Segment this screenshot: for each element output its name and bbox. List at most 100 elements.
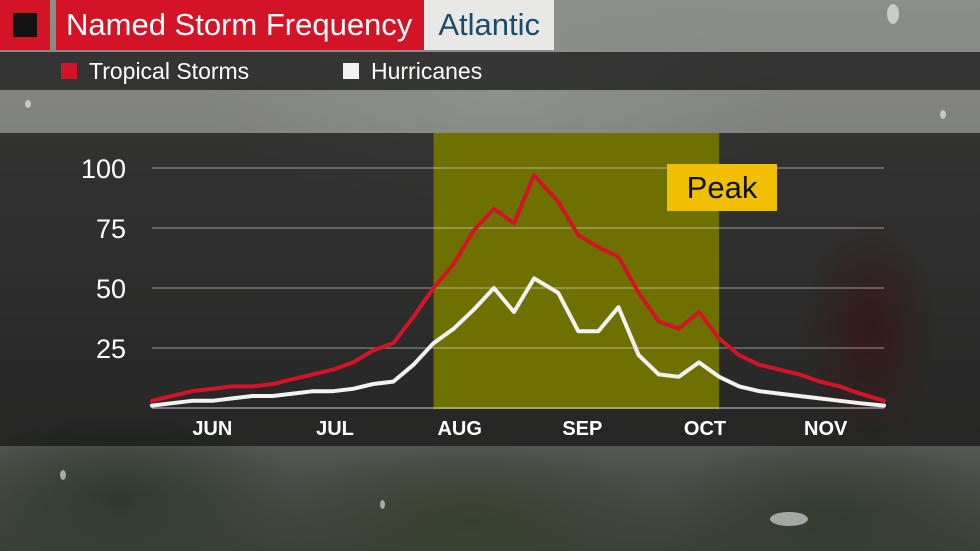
y-tick-label: 100 bbox=[81, 154, 126, 184]
legend: Tropical Storms Hurricanes bbox=[0, 52, 980, 90]
legend-swatch-white bbox=[343, 63, 359, 79]
line-chart: 25 50 75 100 JUN JUL AUG SEP OCT NOV Peak bbox=[81, 133, 886, 440]
data-point-hurricanes bbox=[210, 399, 215, 403]
y-tick-label: 25 bbox=[96, 334, 126, 364]
data-point-hurricanes bbox=[451, 327, 456, 331]
data-point-tropical-storms bbox=[331, 367, 335, 372]
data-point-hurricanes bbox=[757, 389, 762, 394]
data-point-tropical-storms bbox=[230, 384, 235, 389]
data-point-tropical-storms bbox=[777, 367, 782, 372]
data-point-hurricanes bbox=[250, 394, 255, 398]
data-point-hurricanes bbox=[556, 291, 561, 295]
peak-label-box bbox=[667, 164, 777, 211]
x-tick-label: JUN bbox=[192, 418, 232, 440]
data-point-hurricanes bbox=[331, 389, 335, 394]
x-tick-label: SEP bbox=[562, 418, 602, 440]
raindrop bbox=[60, 470, 66, 480]
chart-panel: 25 50 75 100 JUN JUL AUG SEP OCT NOV Peak bbox=[0, 133, 980, 446]
y-tick-label: 75 bbox=[96, 214, 126, 244]
data-point-hurricanes bbox=[737, 384, 742, 389]
data-point-hurricanes bbox=[817, 396, 822, 401]
data-point-hurricanes bbox=[230, 396, 235, 401]
data-point-hurricanes bbox=[391, 379, 396, 384]
x-tick-label: NOV bbox=[804, 418, 848, 440]
peak-label: Peak bbox=[687, 170, 758, 205]
data-point-tropical-storms bbox=[451, 262, 456, 266]
data-point-tropical-storms bbox=[596, 245, 601, 249]
data-point-hurricanes bbox=[837, 399, 842, 403]
data-point-tropical-storms bbox=[797, 372, 802, 377]
raindrop bbox=[887, 4, 899, 24]
legend-label: Tropical Storms bbox=[89, 57, 250, 84]
data-point-hurricanes bbox=[351, 387, 355, 391]
data-point-tropical-storms bbox=[677, 327, 681, 331]
chart-title: Named Storm Frequency bbox=[56, 0, 425, 50]
data-point-hurricanes bbox=[532, 276, 536, 281]
data-point-tropical-storms bbox=[616, 255, 621, 259]
data-point-hurricanes bbox=[656, 372, 661, 377]
data-point-hurricanes bbox=[311, 389, 315, 394]
data-point-hurricanes bbox=[371, 382, 376, 386]
data-point-hurricanes bbox=[512, 310, 516, 314]
data-point-tropical-storms bbox=[290, 377, 295, 381]
data-point-tropical-storms bbox=[837, 384, 842, 389]
data-point-tropical-storms bbox=[492, 207, 496, 211]
legend-item-tropical-storms: Tropical Storms bbox=[61, 52, 249, 90]
data-point-tropical-storms bbox=[371, 348, 376, 353]
data-point-tropical-storms bbox=[717, 336, 721, 341]
data-point-hurricanes bbox=[636, 353, 641, 357]
data-point-hurricanes bbox=[677, 375, 681, 379]
raindrop bbox=[380, 500, 385, 509]
data-point-tropical-storms bbox=[882, 399, 886, 403]
data-point-tropical-storms bbox=[391, 341, 396, 345]
data-point-tropical-storms bbox=[210, 387, 215, 391]
data-point-tropical-storms bbox=[636, 291, 641, 295]
data-point-hurricanes bbox=[270, 394, 275, 398]
data-point-hurricanes bbox=[697, 360, 701, 365]
raindrop bbox=[940, 110, 946, 119]
data-point-tropical-storms bbox=[411, 315, 416, 319]
data-point-hurricanes bbox=[717, 375, 721, 379]
data-point-tropical-storms bbox=[576, 233, 581, 237]
x-tick-label: JUL bbox=[316, 418, 354, 440]
data-point-tropical-storms bbox=[250, 384, 255, 389]
data-point-tropical-storms bbox=[170, 394, 174, 398]
data-point-hurricanes bbox=[576, 329, 581, 333]
raindrop bbox=[770, 512, 808, 526]
data-point-hurricanes bbox=[777, 391, 782, 396]
data-point-hurricanes bbox=[882, 403, 886, 408]
brand-logo bbox=[0, 0, 50, 50]
data-point-tropical-storms bbox=[190, 389, 195, 394]
data-point-hurricanes bbox=[616, 305, 621, 309]
raindrop bbox=[25, 100, 31, 108]
x-tick-label: AUG bbox=[437, 418, 481, 440]
data-point-tropical-storms bbox=[817, 379, 822, 384]
data-point-hurricanes bbox=[190, 399, 195, 403]
data-point-tropical-storms bbox=[757, 363, 762, 367]
x-tick-label: OCT bbox=[684, 418, 726, 440]
data-point-tropical-storms bbox=[656, 319, 661, 324]
data-point-tropical-storms bbox=[512, 221, 516, 225]
data-point-hurricanes bbox=[858, 401, 862, 406]
data-point-tropical-storms bbox=[697, 310, 701, 314]
data-point-hurricanes bbox=[471, 307, 476, 312]
data-point-tropical-storms bbox=[431, 286, 436, 290]
data-point-hurricanes bbox=[170, 401, 174, 406]
data-point-tropical-storms bbox=[858, 391, 862, 396]
data-point-hurricanes bbox=[150, 403, 154, 408]
data-point-hurricanes bbox=[492, 286, 496, 290]
data-point-hurricanes bbox=[431, 341, 436, 345]
legend-swatch-red bbox=[61, 63, 77, 79]
data-point-tropical-storms bbox=[737, 353, 742, 357]
data-point-hurricanes bbox=[797, 394, 802, 398]
data-point-hurricanes bbox=[290, 391, 295, 396]
data-point-tropical-storms bbox=[311, 372, 315, 377]
data-point-tropical-storms bbox=[532, 173, 536, 177]
legend-label: Hurricanes bbox=[371, 57, 483, 84]
data-point-hurricanes bbox=[411, 363, 416, 367]
y-tick-label: 50 bbox=[96, 274, 126, 304]
data-point-tropical-storms bbox=[351, 360, 355, 365]
region-label: Atlantic bbox=[424, 0, 554, 50]
title-bar: Named Storm Frequency Atlantic bbox=[0, 0, 554, 50]
data-point-tropical-storms bbox=[150, 399, 154, 403]
